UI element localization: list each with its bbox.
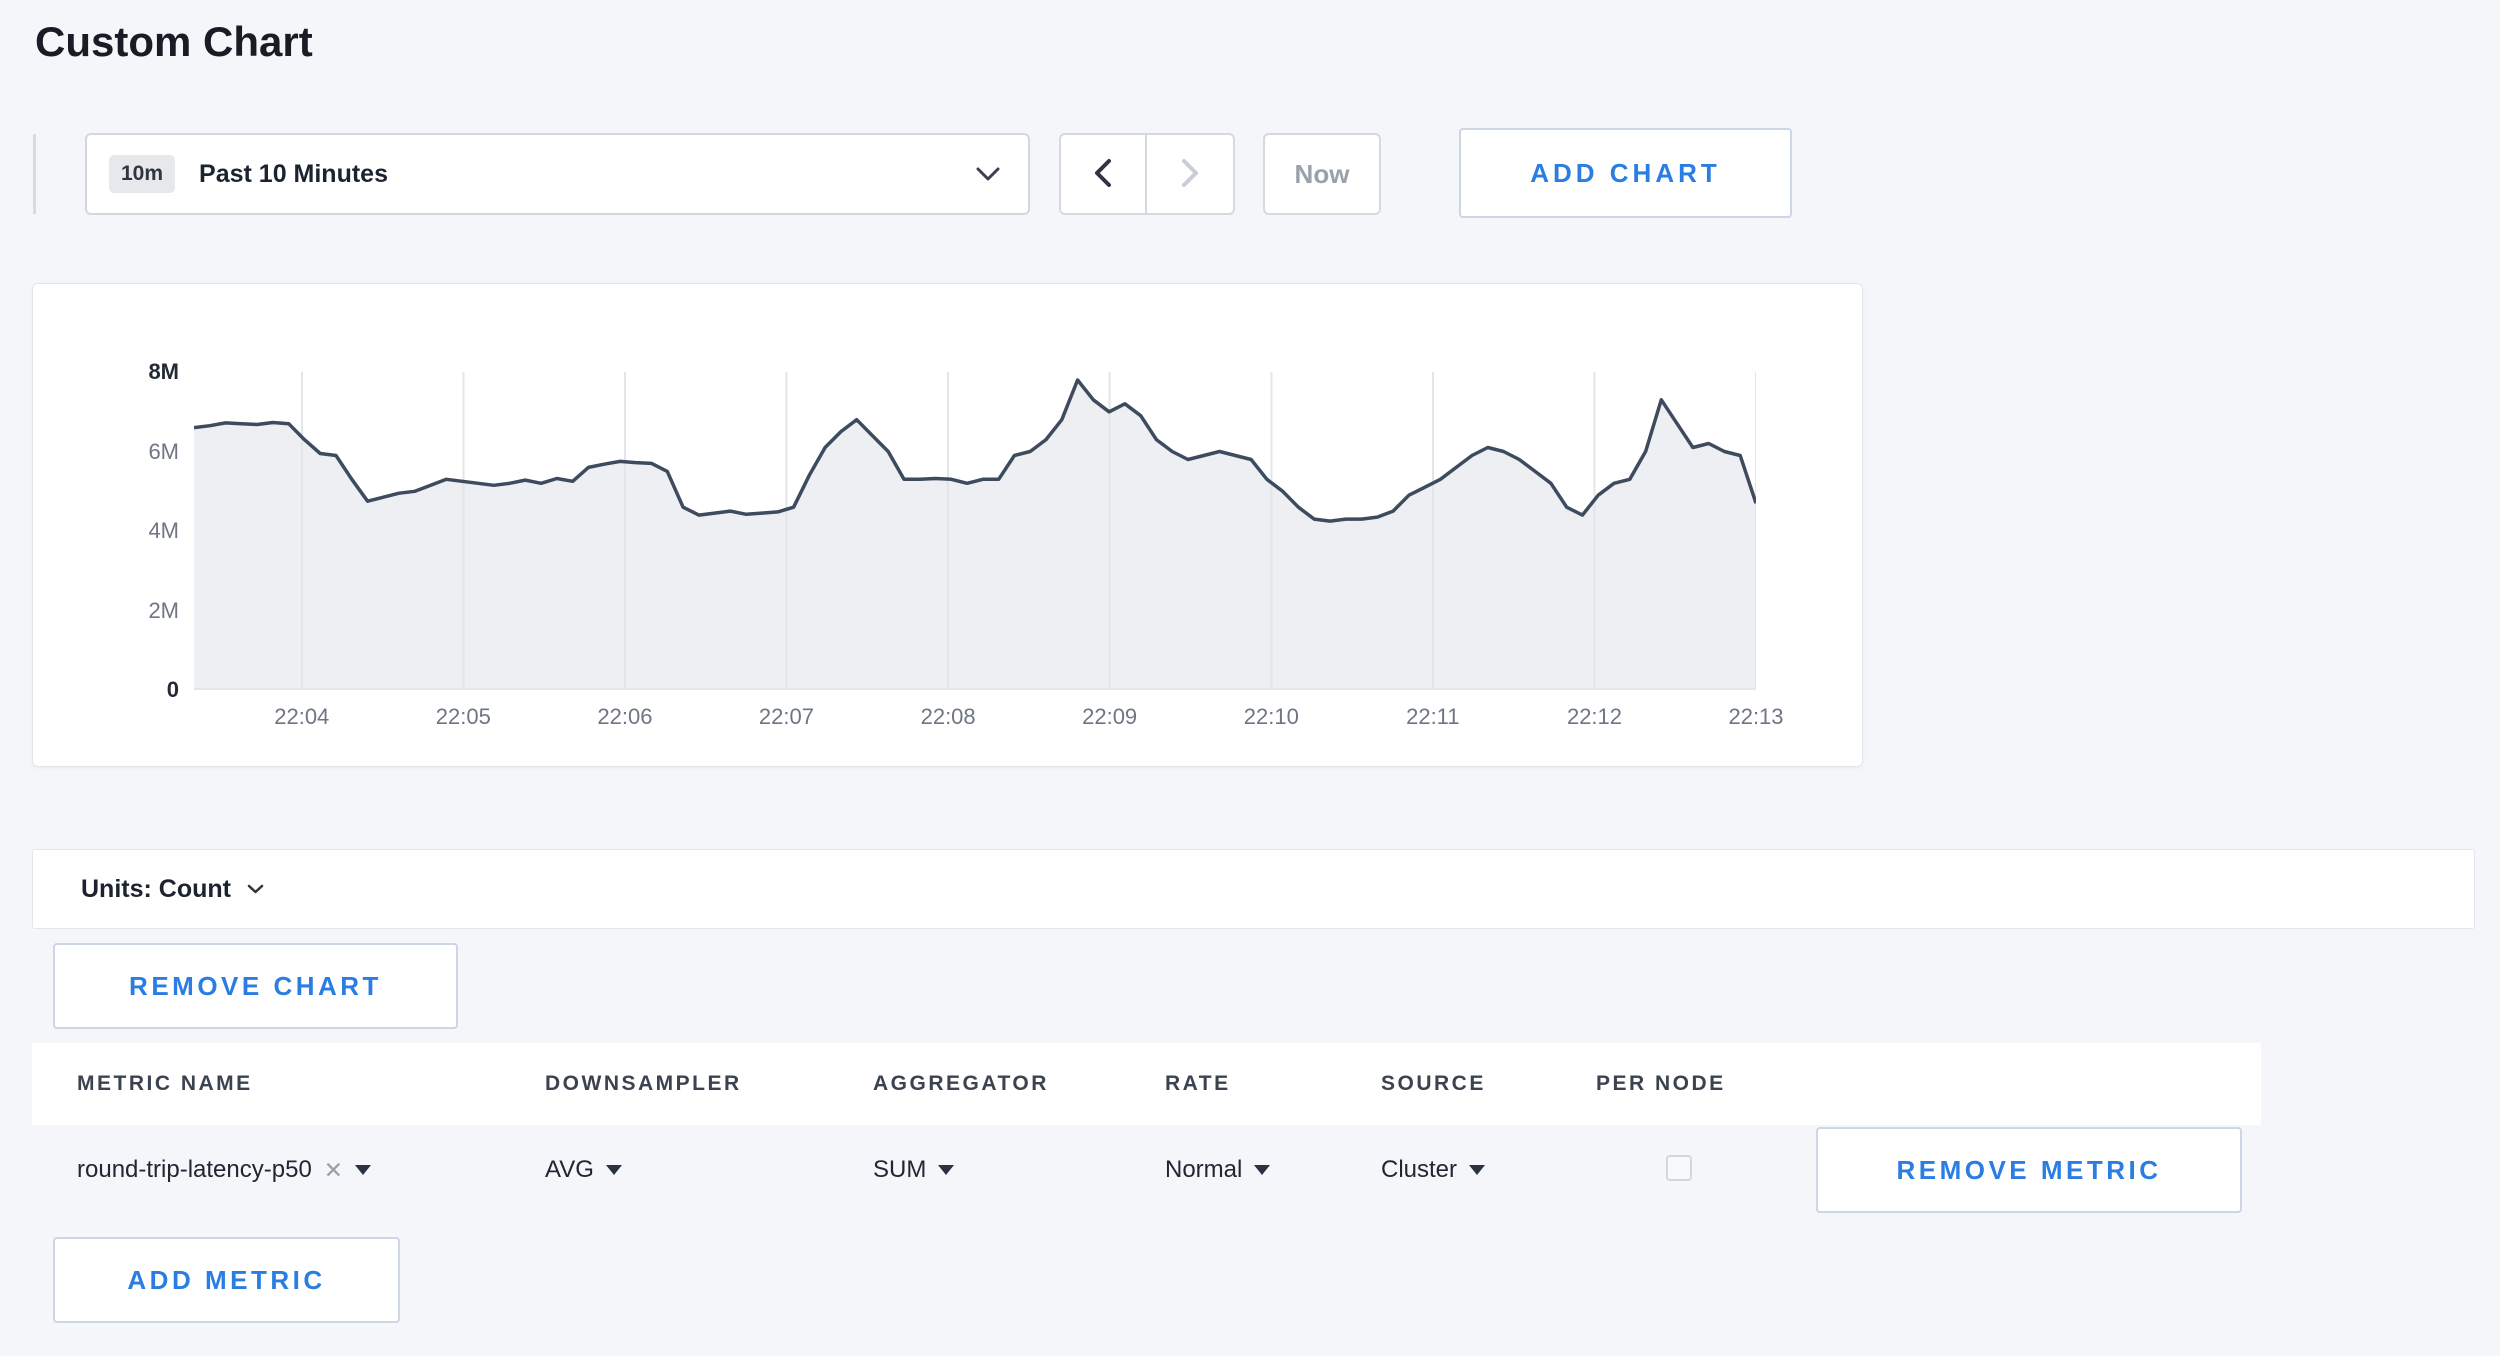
table-row: round-trip-latency-p50 ✕ AVG SUM Normal … xyxy=(32,1125,2322,1215)
column-header-rate: RATE xyxy=(1165,1072,1231,1095)
time-back-button[interactable] xyxy=(1059,133,1147,215)
time-range-dropdown[interactable]: 10m Past 10 Minutes xyxy=(85,133,1030,215)
metric-name-select[interactable]: round-trip-latency-p50 ✕ xyxy=(77,1156,545,1184)
y-axis-tick: 8M xyxy=(148,359,179,384)
column-header-aggregator: AGGREGATOR xyxy=(873,1072,1049,1095)
downsampler-select[interactable]: AVG xyxy=(545,1156,873,1184)
x-axis-tick: 22:09 xyxy=(1082,704,1138,729)
metric-name-value: round-trip-latency-p50 xyxy=(77,1156,312,1183)
area-chart xyxy=(194,372,1756,690)
caret-down-icon xyxy=(938,1165,955,1175)
y-axis-tick: 6M xyxy=(148,438,179,464)
remove-chart-button[interactable]: REMOVE CHART xyxy=(53,943,458,1029)
x-axis-tick: 22:12 xyxy=(1566,704,1623,729)
column-header-metric-name: METRIC NAME xyxy=(77,1072,253,1095)
x-axis-tick: 22:04 xyxy=(274,704,330,729)
column-header-source: SOURCE xyxy=(1381,1072,1486,1095)
units-dropdown[interactable]: Units: Count xyxy=(32,849,2475,929)
rate-select[interactable]: Normal xyxy=(1165,1156,1381,1184)
chevron-left-icon xyxy=(1093,158,1113,191)
x-axis-tick: 22:06 xyxy=(597,704,653,729)
time-range-badge: 10m xyxy=(109,155,176,193)
source-select[interactable]: Cluster xyxy=(1381,1156,1596,1184)
toolbar-divider xyxy=(33,134,36,214)
chevron-right-icon xyxy=(1180,158,1200,191)
aggregator-value: SUM xyxy=(873,1156,927,1183)
x-axis-tick: 22:10 xyxy=(1243,704,1299,729)
x-axis-tick: 22:11 xyxy=(1406,704,1460,729)
remove-metric-button[interactable]: REMOVE METRIC xyxy=(1816,1127,2242,1213)
column-header-per-node: PER NODE xyxy=(1596,1072,1726,1095)
time-forward-button[interactable] xyxy=(1147,133,1235,215)
chart-card: 8M 6M 4M 2M 0 22:04 22:05 22:06 22:07 22:08 22:09… xyxy=(32,283,1863,767)
downsampler-value: AVG xyxy=(545,1156,594,1183)
page-title: Custom Chart xyxy=(35,18,313,65)
y-axis-tick: 0 xyxy=(166,677,179,702)
time-range-label: Past 10 Minutes xyxy=(199,159,388,188)
y-axis-tick: 4M xyxy=(148,518,179,543)
x-axis-tick: 22:07 xyxy=(758,704,814,729)
x-axis-tick: 22:08 xyxy=(920,704,976,729)
per-node-cell xyxy=(1596,1152,1816,1189)
clear-metric-icon[interactable]: ✕ xyxy=(323,1156,344,1183)
x-axis-tick: 22:05 xyxy=(435,704,491,729)
caret-down-icon xyxy=(1469,1165,1486,1175)
x-axis-labels: 22:04 22:05 22:06 22:07 22:08 22:09 22:10 22:11… xyxy=(194,704,1783,736)
per-node-checkbox[interactable] xyxy=(1666,1154,1692,1181)
aggregator-select[interactable]: SUM xyxy=(873,1156,1165,1184)
x-axis-tick: 22:13 xyxy=(1728,704,1784,729)
caret-down-icon xyxy=(605,1165,622,1175)
column-header-downsampler: DOWNSAMPLER xyxy=(545,1072,742,1095)
y-axis-labels: 8M 6M 4M 2M 0 xyxy=(33,359,179,702)
units-label: Units: Count xyxy=(81,874,231,903)
now-button[interactable]: Now xyxy=(1263,133,1381,215)
caret-down-icon xyxy=(1254,1165,1271,1175)
rate-value: Normal xyxy=(1165,1156,1243,1183)
metrics-table-header: METRIC NAME DOWNSAMPLER AGGREGATOR RATE … xyxy=(32,1043,2261,1125)
source-value: Cluster xyxy=(1381,1156,1458,1183)
time-nav-group xyxy=(1059,133,1235,215)
chevron-down-icon xyxy=(247,884,264,895)
add-chart-button[interactable]: ADD CHART xyxy=(1459,128,1792,218)
add-metric-button[interactable]: ADD METRIC xyxy=(53,1237,400,1323)
caret-down-icon xyxy=(355,1165,372,1175)
chevron-down-icon xyxy=(976,167,1000,182)
y-axis-tick: 2M xyxy=(148,597,179,623)
